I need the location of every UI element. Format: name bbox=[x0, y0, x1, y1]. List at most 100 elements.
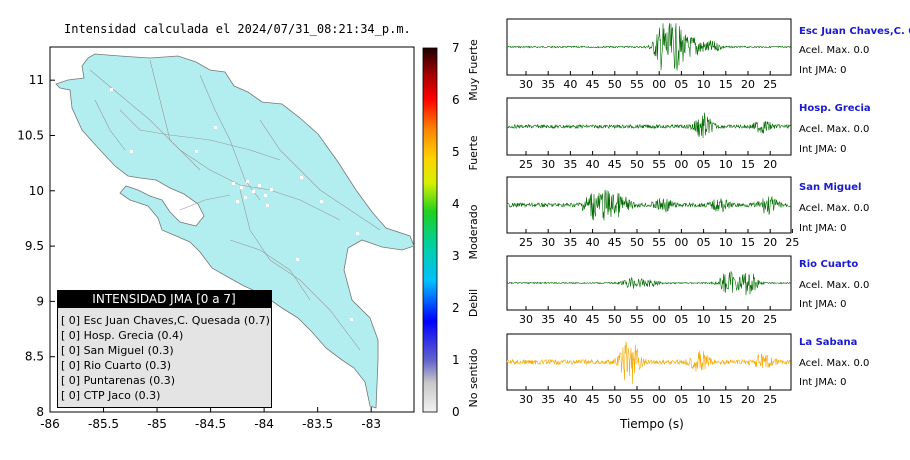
station-name: Hosp. Grecia bbox=[799, 103, 871, 114]
time-tick-label: 15 bbox=[719, 313, 733, 326]
station-accel: Acel. Max. 0.0 bbox=[799, 124, 870, 135]
time-tick-label: 35 bbox=[541, 313, 555, 326]
station-name: Rio Cuarto bbox=[799, 259, 859, 270]
time-tick-label: 20 bbox=[741, 393, 755, 406]
time-tick-label: 40 bbox=[586, 236, 600, 249]
legend-item: [ 0] San Miguel (0.3) bbox=[61, 344, 174, 357]
time-tick-label: 35 bbox=[563, 158, 577, 171]
time-tick-label: 00 bbox=[674, 158, 688, 171]
time-tick-label: 55 bbox=[630, 78, 644, 91]
time-tick-label: 50 bbox=[608, 78, 622, 91]
time-tick-label: 50 bbox=[630, 158, 644, 171]
colorbar-category: Fuerte bbox=[467, 135, 480, 170]
colorbar-tick-label: 3 bbox=[452, 249, 460, 263]
time-tick-label: 35 bbox=[541, 78, 555, 91]
station-accel: Acel. Max. 0.0 bbox=[799, 280, 870, 291]
x-tick-label: -84.5 bbox=[195, 417, 226, 431]
map-x-axis: -86 -85.5 -85 -84.5 -84 -83.5 -83 bbox=[40, 407, 381, 431]
x-axis-label: Tiempo (s) bbox=[620, 417, 684, 431]
time-tick-label: 30 bbox=[541, 236, 555, 249]
colorbar-category: No sentido bbox=[467, 348, 480, 407]
colorbar-ticks: 7 6 5 4 3 2 1 0 bbox=[452, 41, 460, 419]
colorbar-category: Debil bbox=[467, 289, 480, 317]
time-tick-label: 45 bbox=[608, 158, 622, 171]
waveform-trace bbox=[506, 189, 791, 221]
map-y-axis: 11 10.5 10 9.5 9 8.5 8 bbox=[17, 73, 55, 419]
colorbar-category: Muy Fuerte bbox=[467, 39, 480, 101]
time-tick-label: 55 bbox=[652, 236, 666, 249]
legend-item: [ 0] Hosp. Grecia (0.4) bbox=[61, 329, 184, 342]
y-tick-label: 8.5 bbox=[25, 350, 44, 364]
time-tick-label: 05 bbox=[674, 78, 688, 91]
time-tick-label: 45 bbox=[608, 236, 622, 249]
time-tick-label: 15 bbox=[741, 158, 755, 171]
time-tick-label: 10 bbox=[697, 313, 711, 326]
station-accel: Acel. Max. 0.0 bbox=[799, 45, 870, 56]
station-name: La Sabana bbox=[799, 337, 858, 348]
waveform-panels: 30 35 40 45 50 55 00 05 10 15 20 25 25 30 35 40 45 50 55 00… bbox=[506, 18, 799, 406]
legend-box bbox=[57, 290, 272, 408]
x-tick-label: -84 bbox=[254, 417, 274, 431]
road-network bbox=[89, 59, 381, 351]
station-jma: Int JMA: 0 bbox=[799, 144, 847, 155]
colorbar-tick-label: 5 bbox=[452, 145, 460, 159]
time-tick-label: 30 bbox=[541, 158, 555, 171]
costa-rica-landmass bbox=[55, 53, 414, 409]
y-tick-label: 10.5 bbox=[17, 128, 44, 142]
y-tick-label: 11 bbox=[29, 73, 44, 87]
time-tick-label: 40 bbox=[586, 158, 600, 171]
time-tick-label: 10 bbox=[719, 236, 733, 249]
x-tick-label: -83.5 bbox=[302, 417, 333, 431]
time-tick-label: 25 bbox=[519, 236, 533, 249]
station-jma: Int JMA: 0 bbox=[799, 299, 847, 310]
time-tick-label: 05 bbox=[697, 236, 711, 249]
x-tick-label: -83 bbox=[361, 417, 381, 431]
waveform-trace bbox=[507, 23, 791, 71]
time-tick-label: 25 bbox=[763, 78, 777, 91]
time-tick-label: 00 bbox=[652, 393, 666, 406]
station-jma: Int JMA: 0 bbox=[799, 377, 847, 388]
colorbar-tick-label: 1 bbox=[452, 353, 460, 367]
time-tick-label: 40 bbox=[563, 313, 577, 326]
map-title: Intensidad calculada el 2024/07/31_08:21… bbox=[64, 22, 411, 36]
time-tick-label: 25 bbox=[785, 236, 799, 249]
time-tick-label: 55 bbox=[652, 158, 666, 171]
station-accel: Acel. Max. 0.0 bbox=[799, 358, 870, 369]
time-tick-label: 30 bbox=[519, 393, 533, 406]
time-tick-label: 05 bbox=[674, 393, 688, 406]
time-tick-label: 00 bbox=[652, 313, 666, 326]
time-tick-label: 20 bbox=[763, 158, 777, 171]
time-tick-label: 25 bbox=[519, 158, 533, 171]
legend-item: [ 0] Puntarenas (0.3) bbox=[61, 374, 176, 387]
y-tick-label: 9.5 bbox=[25, 239, 44, 253]
x-tick-label: -86 bbox=[40, 417, 60, 431]
time-tick-label: 30 bbox=[519, 313, 533, 326]
waveform-frame bbox=[506, 176, 792, 234]
time-tick-label: 15 bbox=[719, 393, 733, 406]
colorbar-category: Moderado bbox=[467, 204, 480, 259]
time-tick-label: 45 bbox=[586, 313, 600, 326]
time-tick-label: 25 bbox=[763, 393, 777, 406]
time-tick-label: 20 bbox=[763, 236, 777, 249]
time-tick-label: 40 bbox=[563, 393, 577, 406]
y-tick-label: 8 bbox=[36, 405, 44, 419]
time-tick-label: 25 bbox=[763, 313, 777, 326]
time-tick-label: 30 bbox=[519, 78, 533, 91]
time-tick-label: 05 bbox=[697, 158, 711, 171]
station-jma: Int JMA: 0 bbox=[799, 65, 847, 76]
time-tick-label: 10 bbox=[697, 78, 711, 91]
time-tick-label: 15 bbox=[719, 78, 733, 91]
waveform-trace bbox=[506, 341, 791, 385]
time-tick-label: 35 bbox=[541, 393, 555, 406]
time-tick-label: 00 bbox=[674, 236, 688, 249]
y-tick-label: 10 bbox=[29, 184, 44, 198]
time-tick-label: 20 bbox=[741, 313, 755, 326]
time-tick-label: 50 bbox=[608, 313, 622, 326]
time-tick-label: 50 bbox=[608, 393, 622, 406]
colorbar-tick-label: 0 bbox=[452, 405, 460, 419]
time-tick-label: 15 bbox=[741, 236, 755, 249]
city-points bbox=[110, 88, 359, 321]
time-tick-label: 45 bbox=[586, 78, 600, 91]
x-tick-label: -85 bbox=[147, 417, 167, 431]
